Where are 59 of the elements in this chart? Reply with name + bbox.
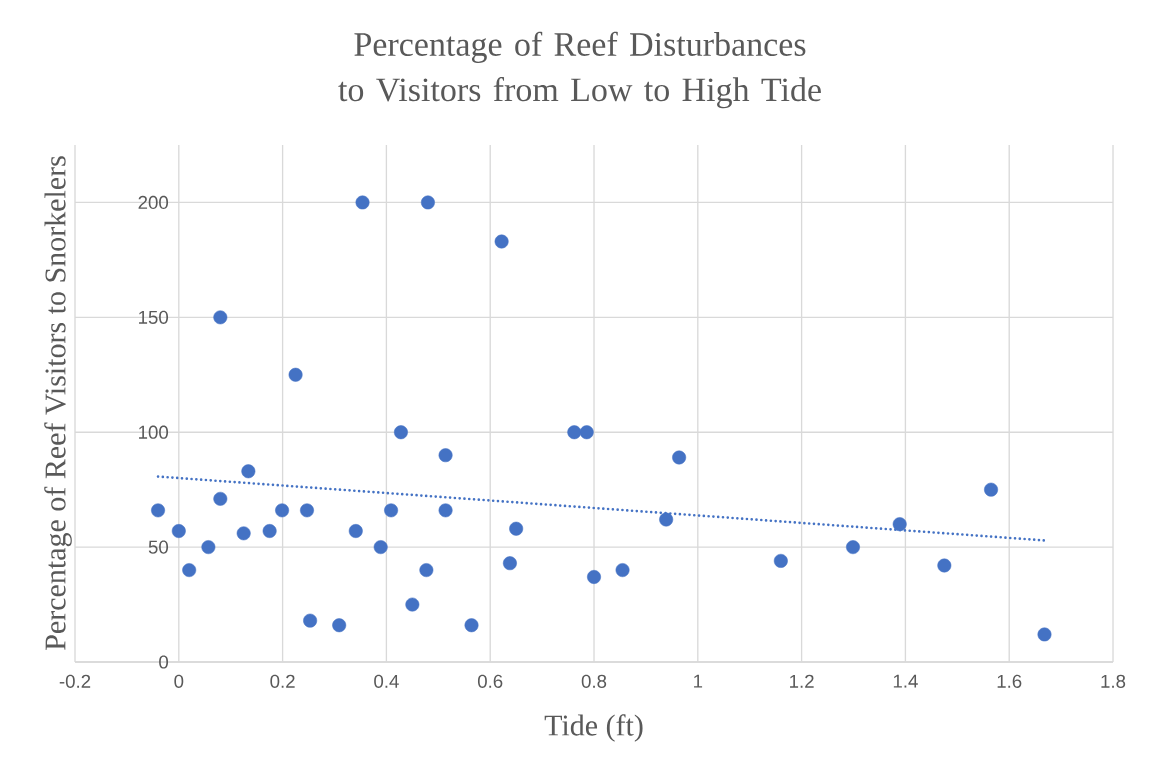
y-tick-label: 50 bbox=[148, 540, 169, 554]
point bbox=[236, 526, 251, 541]
chart-title: Percentage of Reef Disturbances to Visitors from Low to High Tide bbox=[338, 31, 821, 109]
point bbox=[438, 448, 453, 463]
point bbox=[672, 450, 687, 465]
point bbox=[300, 503, 314, 518]
point bbox=[373, 540, 388, 555]
point bbox=[937, 558, 952, 573]
point bbox=[394, 425, 408, 440]
x-tick-label: 0.2 bbox=[270, 674, 295, 688]
y-axis-title: Percentage of Reef Visitors to Snorkelers bbox=[44, 156, 72, 650]
x-tick-label: 1 bbox=[694, 674, 703, 688]
point bbox=[201, 540, 216, 555]
point bbox=[615, 563, 630, 578]
point bbox=[303, 613, 318, 628]
point bbox=[502, 556, 517, 571]
point bbox=[567, 425, 582, 440]
point bbox=[659, 512, 674, 527]
point bbox=[892, 517, 907, 532]
point bbox=[241, 464, 256, 479]
point bbox=[438, 503, 453, 518]
point bbox=[348, 524, 363, 538]
x-tick-label: 1.4 bbox=[893, 674, 918, 688]
point bbox=[420, 195, 435, 210]
point bbox=[773, 553, 788, 568]
x-tick-label: 0.6 bbox=[477, 674, 503, 688]
y-tick-label: 100 bbox=[139, 425, 169, 439]
point bbox=[405, 597, 420, 612]
point bbox=[984, 482, 998, 497]
x-tick-label: 1.2 bbox=[790, 674, 814, 688]
point bbox=[288, 367, 303, 382]
point bbox=[384, 503, 399, 518]
point bbox=[464, 618, 479, 633]
point bbox=[419, 563, 434, 578]
point bbox=[846, 540, 860, 555]
y-tick-label: 0 bbox=[159, 655, 169, 669]
point bbox=[1037, 627, 1052, 642]
x-tick-label: 1.6 bbox=[997, 674, 1022, 688]
x-tick-label: 1.8 bbox=[1101, 674, 1126, 688]
point bbox=[355, 195, 370, 210]
point bbox=[262, 524, 277, 538]
point bbox=[213, 491, 228, 506]
point bbox=[151, 503, 165, 518]
point bbox=[275, 503, 290, 518]
point bbox=[332, 618, 347, 633]
point bbox=[171, 524, 186, 538]
point bbox=[494, 234, 509, 249]
x-tick-label: 0 bbox=[174, 674, 184, 688]
x-axis-title: Tide (ft) bbox=[544, 714, 643, 742]
point bbox=[182, 563, 197, 578]
y-tick-label: 150 bbox=[139, 310, 169, 324]
y-tick-label: 200 bbox=[138, 195, 169, 210]
point bbox=[213, 310, 228, 325]
point bbox=[579, 425, 594, 440]
x-tick-label: -0.2 bbox=[59, 674, 91, 688]
x-tick-label: 0.8 bbox=[581, 674, 607, 688]
point bbox=[587, 570, 601, 584]
x-tick-label: 0.4 bbox=[374, 674, 399, 688]
point bbox=[509, 521, 524, 536]
